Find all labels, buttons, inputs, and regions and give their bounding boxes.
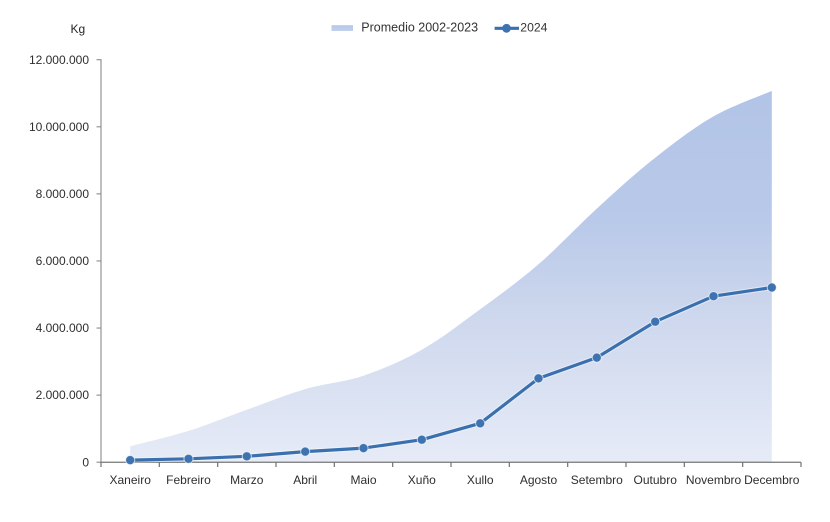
- svg-text:Maio: Maio: [350, 473, 376, 487]
- svg-text:6.000.000: 6.000.000: [36, 254, 90, 268]
- svg-text:Abril: Abril: [293, 473, 317, 487]
- svg-text:2024: 2024: [520, 21, 547, 35]
- svg-text:Setembro: Setembro: [571, 473, 623, 487]
- svg-text:Novembro: Novembro: [686, 473, 742, 487]
- svg-text:Decembro: Decembro: [744, 473, 800, 487]
- svg-text:Xaneiro: Xaneiro: [110, 473, 152, 487]
- svg-text:Febreiro: Febreiro: [166, 473, 211, 487]
- svg-text:Agosto: Agosto: [520, 473, 558, 487]
- svg-text:10.000.000: 10.000.000: [29, 120, 89, 134]
- svg-text:Kg: Kg: [71, 22, 86, 36]
- svg-text:Outubro: Outubro: [634, 473, 678, 487]
- svg-text:0: 0: [82, 455, 89, 469]
- svg-text:Xuño: Xuño: [408, 473, 436, 487]
- svg-text:Promedio 2002-2023: Promedio 2002-2023: [361, 21, 478, 35]
- svg-text:8.000.000: 8.000.000: [36, 187, 90, 201]
- svg-text:12.000.000: 12.000.000: [29, 53, 89, 67]
- svg-text:Marzo: Marzo: [230, 473, 264, 487]
- svg-text:2.000.000: 2.000.000: [36, 388, 90, 402]
- svg-text:4.000.000: 4.000.000: [36, 321, 90, 335]
- svg-text:Xullo: Xullo: [467, 473, 494, 487]
